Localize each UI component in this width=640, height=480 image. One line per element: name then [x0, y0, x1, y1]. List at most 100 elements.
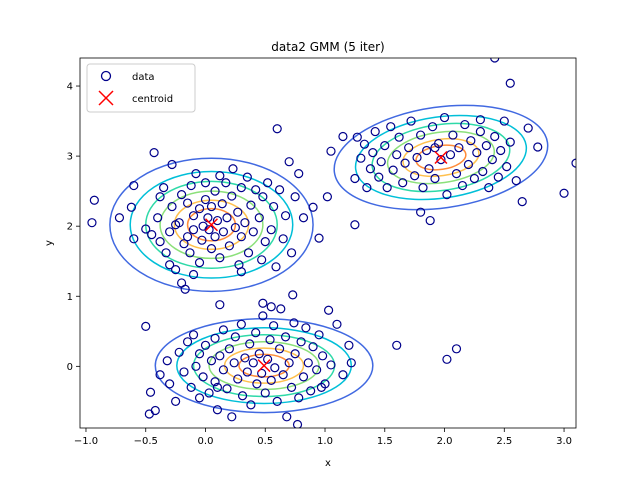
data-point [210, 377, 220, 387]
data-point [233, 207, 243, 217]
data-point [406, 116, 416, 126]
data-point [176, 190, 187, 200]
data-point [182, 337, 193, 347]
data-point [322, 192, 333, 202]
x-tick-label: 1.0 [317, 436, 333, 447]
x-axis: −1.0 −0.5 0.0 0.5 1.0 1.5 2.0 2.5 3.0 [74, 428, 572, 447]
data-point [165, 260, 175, 270]
data-point [278, 234, 288, 244]
data-point [439, 112, 450, 123]
data-point [212, 382, 223, 392]
data-point [242, 367, 252, 377]
data-point [326, 360, 336, 370]
legend-data-marker [100, 70, 112, 82]
data-point [243, 248, 254, 258]
data-point [350, 220, 360, 230]
data-point [141, 321, 151, 331]
data-point [284, 358, 294, 368]
data-point [248, 227, 258, 237]
data-point [210, 232, 220, 242]
data-point [230, 222, 240, 233]
data-point [290, 349, 300, 359]
data-point [392, 340, 402, 350]
x-tick-label: 1.5 [377, 436, 393, 447]
centroid-marker [257, 359, 271, 373]
data-point [374, 172, 384, 182]
data-point [451, 169, 462, 179]
centroid-marker [434, 150, 448, 165]
data-point [263, 354, 273, 364]
data-point [188, 330, 199, 340]
x-tick-label: 3.0 [556, 436, 572, 447]
data-point [194, 349, 205, 359]
data-point [221, 178, 231, 188]
data-point [278, 370, 288, 380]
contour-line [109, 157, 314, 293]
data-point [246, 400, 256, 410]
data-point [475, 115, 485, 125]
contour-line [333, 104, 549, 211]
data-point [424, 164, 434, 174]
data-point [400, 158, 410, 168]
data-point [326, 146, 336, 156]
data-point [149, 148, 159, 158]
data-point [240, 353, 250, 363]
data-point [430, 173, 440, 184]
data-point [179, 239, 189, 249]
data-point [263, 178, 273, 188]
data-point [312, 365, 322, 375]
data-point [280, 211, 291, 221]
y-tick-label: 4 [67, 82, 73, 93]
contour-line [386, 130, 496, 185]
data-point [314, 233, 324, 243]
data-point [217, 199, 227, 209]
data-point [388, 165, 398, 175]
data-point [197, 235, 207, 245]
data-point [290, 192, 300, 202]
chart-title: data2 GMM (5 iter) [271, 40, 384, 54]
data-point [481, 140, 491, 151]
data-point [251, 328, 261, 338]
data-point [126, 202, 136, 212]
data-point [398, 178, 408, 188]
data-point [298, 213, 309, 223]
data-point [469, 173, 480, 184]
data-point [523, 123, 533, 133]
data-point [167, 201, 177, 212]
data-point [463, 159, 474, 170]
data-point [227, 191, 237, 201]
data-point [292, 419, 303, 428]
data-point [280, 332, 291, 342]
data-point [350, 173, 360, 184]
data-point [269, 321, 279, 331]
data-point [318, 351, 328, 361]
data-point [185, 248, 195, 258]
data-point [288, 290, 298, 300]
data-point [165, 227, 175, 237]
data-point [505, 137, 515, 147]
y-tick-label: 0 [67, 362, 73, 373]
data-point [306, 386, 316, 396]
data-points-layer [87, 58, 576, 428]
data-point [180, 284, 190, 294]
data-point [365, 164, 376, 174]
data-point [227, 412, 237, 422]
data-point [454, 143, 464, 153]
data-point [129, 180, 139, 191]
data-point [294, 169, 304, 179]
data-point [254, 213, 264, 223]
legend-centroid-label: centroid [132, 94, 173, 105]
data-point [218, 365, 229, 375]
data-point [254, 349, 264, 359]
data-point [308, 342, 318, 352]
data-point [246, 200, 256, 210]
data-point [89, 195, 99, 205]
data-point [394, 132, 404, 142]
data-point [182, 232, 193, 242]
data-point [171, 220, 181, 230]
data-point [448, 130, 458, 140]
data-point [87, 218, 97, 228]
data-point [286, 248, 297, 258]
contour-line [186, 207, 237, 242]
